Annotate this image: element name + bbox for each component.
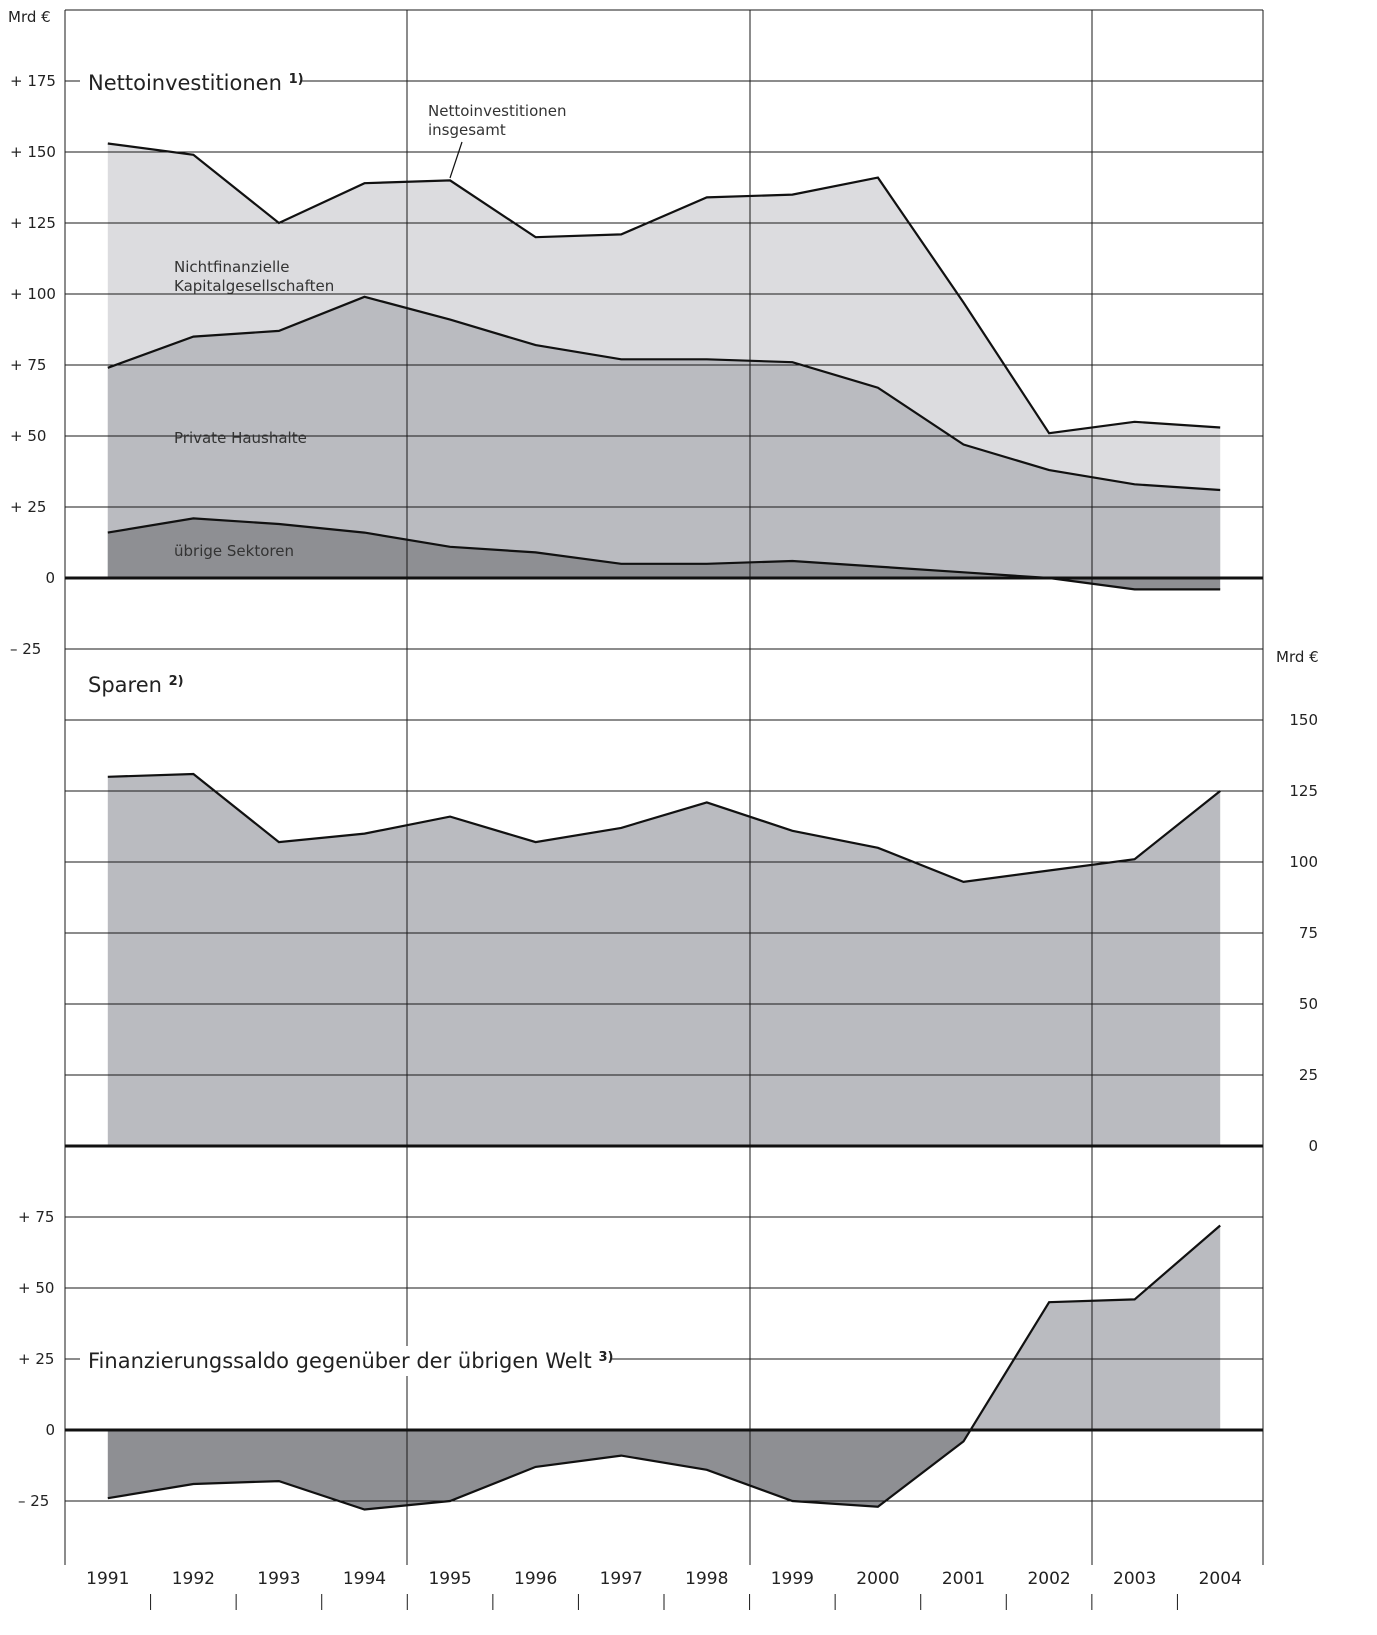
panel-title-nettoinvestitionen-bg (80, 68, 300, 98)
x-tick-label: 1993 (257, 1569, 300, 1589)
y-tick-label: + 75 (10, 356, 46, 374)
annotation-private-haushalte: Private Haushalte (174, 429, 307, 447)
area-saldo-positive (970, 1225, 1221, 1430)
annotation-total: insgesamt (428, 121, 506, 139)
y-tick-label: 0 (45, 569, 55, 587)
panel-title-finanzierungssaldo: Finanzierungssaldo gegenüber der übrigen… (88, 1349, 613, 1373)
y-tick-label: 0 (45, 1421, 55, 1439)
annotation-leader (449, 141, 463, 179)
y-tick-label: + 25 (18, 1350, 54, 1368)
x-tick-label: 2001 (942, 1569, 985, 1589)
x-tick-label: 1999 (771, 1569, 814, 1589)
y-tick-label: 150 (1289, 711, 1318, 729)
y-tick-label: + 100 (10, 285, 56, 303)
x-tick-label: 1996 (514, 1569, 557, 1589)
x-tick-label: 1991 (86, 1569, 129, 1589)
panel-title-sparen: Sparen 2) (88, 673, 184, 697)
y-tick-label: – 25 (10, 640, 41, 658)
y-tick-label: + 50 (18, 1279, 54, 1297)
area-saldo-negative (107, 1430, 971, 1510)
x-tick-label: 1995 (428, 1569, 471, 1589)
y-tick-label: 125 (1289, 782, 1318, 800)
y-axis-unit-label: Mrd € (8, 8, 51, 26)
y-tick-label: + 175 (10, 72, 56, 90)
y-tick-label: 25 (1299, 1066, 1318, 1084)
y-tick-label: + 75 (18, 1208, 54, 1226)
y-tick-label: 100 (1289, 853, 1318, 871)
annotation-total: Nettoinvestitionen (428, 102, 567, 120)
y-tick-label: + 125 (10, 214, 56, 232)
y-tick-label: 0 (1308, 1137, 1318, 1155)
chart-text: Mrd € Mrd € + 175 + 150 + 125 + 100 + 75 + 50 + … (8, 8, 1319, 1589)
panel-title-sparen-footnote: 2) (169, 674, 184, 689)
panel-title-finanzierungssaldo-bg (80, 1346, 610, 1376)
x-tick-label: 1997 (600, 1569, 643, 1589)
x-tick-label: 1994 (343, 1569, 386, 1589)
y-tick-label: – 25 (18, 1492, 49, 1510)
x-tick-label: 1992 (172, 1569, 215, 1589)
area-private-haushalte (107, 296, 1221, 578)
x-tick-label: 1998 (685, 1569, 728, 1589)
annotation-nichtfinanzielle: Nichtfinanzielle (174, 258, 290, 276)
y-tick-label: + 150 (10, 143, 56, 161)
x-tick-label: 2002 (1027, 1569, 1070, 1589)
annotation-uebrige-sektoren: übrige Sektoren (174, 542, 294, 560)
line-private-haushalte (107, 295, 1221, 492)
line-nettoinvestitionen-insgesamt (107, 142, 1221, 435)
y-tick-label: + 25 (10, 498, 46, 516)
panel-title-finanzierungssaldo-footnote: 3) (598, 1350, 613, 1365)
x-tick-label: 2004 (1199, 1569, 1242, 1589)
grid-lines (64, 9, 1264, 1610)
line-finanzierungssaldo (107, 1224, 1221, 1511)
series-lines (107, 142, 1221, 1511)
panel-title-sparen-bg (80, 670, 180, 700)
line-uebrige-sektoren (107, 517, 1221, 591)
y-tick-label: 50 (1299, 995, 1318, 1013)
annotation-nichtfinanzielle: Kapitalgesellschaften (174, 277, 334, 295)
y-axis-unit-label: Mrd € (1276, 648, 1319, 666)
x-tick-label: 2003 (1113, 1569, 1156, 1589)
panel-title-nettoinvestitionen: Nettoinvestitionen 1) (88, 71, 304, 95)
panel-title-nettoinvestitionen-footnote: 1) (289, 72, 304, 87)
area-sparen (107, 774, 1221, 1146)
y-tick-label: + 50 (10, 427, 46, 445)
y-tick-label: 75 (1299, 924, 1318, 942)
x-tick-label: 2000 (856, 1569, 899, 1589)
line-sparen (107, 772, 1221, 884)
area-fills (107, 143, 1221, 1510)
